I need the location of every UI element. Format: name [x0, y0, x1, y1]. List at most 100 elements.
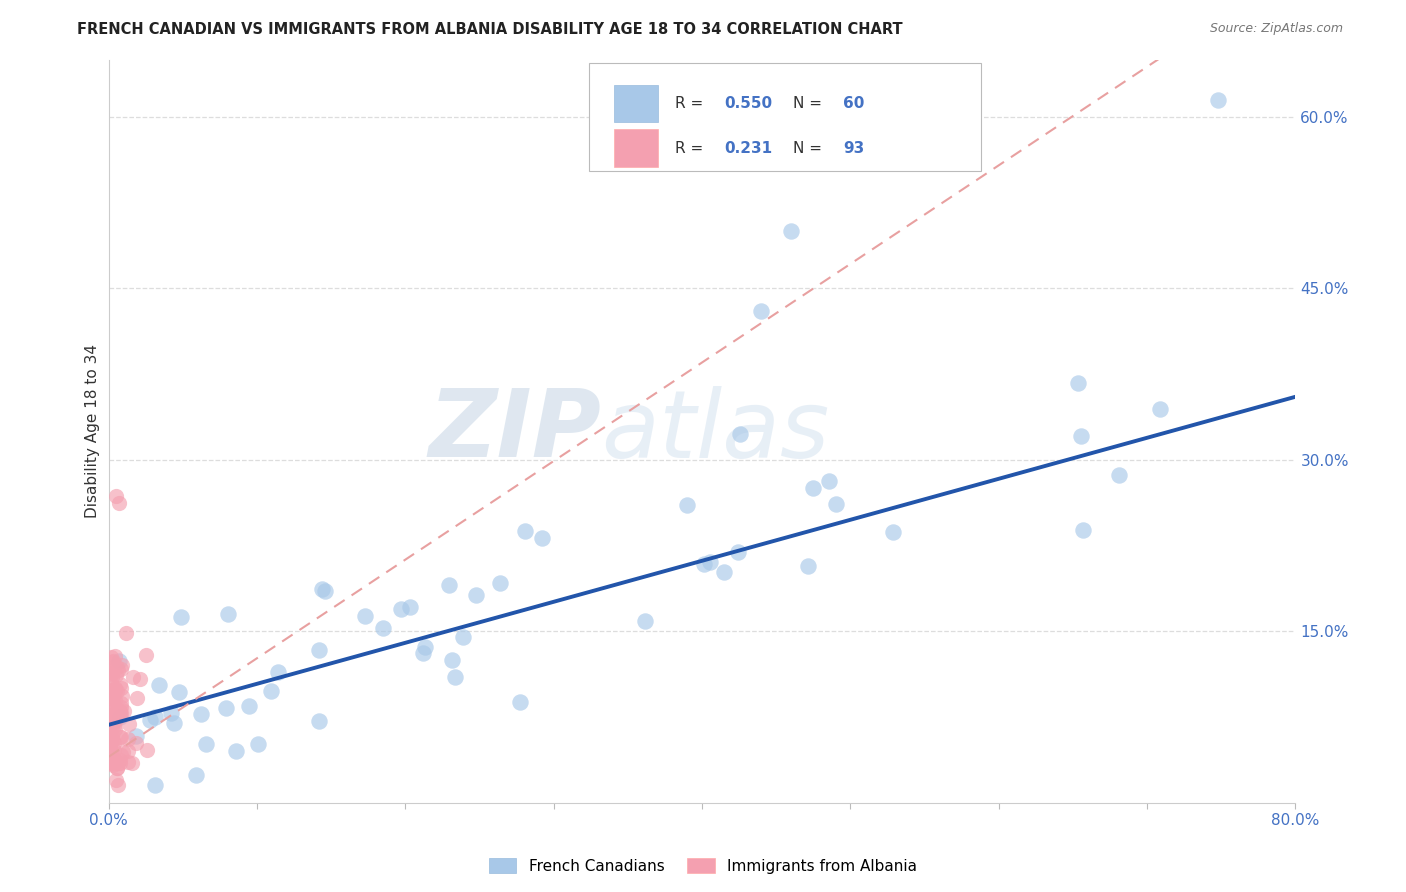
Point: [103, 757, 125, 772]
Point: [110, 730, 132, 744]
Point: [111, 689, 134, 703]
Point: [215, 700, 238, 714]
Point: [110, 730, 132, 744]
Point: [101, 752, 124, 766]
Point: [105, 489, 128, 503]
Point: [135, 648, 157, 663]
Point: [148, 678, 170, 692]
Point: [104, 681, 127, 696]
Point: [127, 690, 149, 705]
Point: [195, 737, 218, 751]
Point: [101, 695, 124, 709]
Point: [103, 742, 125, 756]
Point: [101, 666, 124, 681]
Point: [314, 584, 336, 599]
Point: [104, 702, 127, 716]
Point: [247, 737, 270, 751]
Point: [104, 708, 127, 723]
Point: [217, 607, 239, 622]
Point: [117, 755, 139, 769]
Point: [105, 772, 128, 787]
Point: [101, 695, 124, 709]
Point: [311, 582, 333, 596]
Text: 93: 93: [844, 141, 865, 155]
Point: [1070, 429, 1092, 443]
Point: [267, 665, 290, 680]
Point: [117, 732, 139, 747]
Point: [125, 736, 148, 750]
Text: Source: ZipAtlas.com: Source: ZipAtlas.com: [1209, 22, 1343, 36]
Point: [225, 744, 247, 758]
Point: [112, 704, 135, 718]
FancyBboxPatch shape: [614, 85, 658, 122]
Point: [104, 681, 127, 695]
Point: [136, 743, 159, 757]
Point: [103, 736, 125, 750]
Point: [98, 755, 121, 769]
Text: 0.550: 0.550: [724, 96, 773, 111]
Point: [117, 744, 139, 758]
Point: [98, 726, 121, 740]
Point: [260, 684, 283, 698]
Point: [713, 566, 735, 580]
Point: [440, 653, 463, 667]
Legend: French Canadians, Immigrants from Albania: French Canadians, Immigrants from Albani…: [482, 852, 924, 880]
Point: [100, 708, 122, 723]
Point: [105, 703, 128, 717]
Point: [108, 756, 131, 771]
Point: [110, 699, 132, 714]
Point: [371, 621, 394, 635]
Point: [110, 706, 132, 721]
Text: atlas: atlas: [602, 385, 830, 476]
Point: [100, 746, 122, 760]
Point: [170, 610, 193, 624]
Point: [451, 630, 474, 644]
Point: [727, 544, 749, 558]
Point: [444, 670, 467, 684]
Point: [780, 224, 803, 238]
Y-axis label: Disability Age 18 to 34: Disability Age 18 to 34: [86, 344, 100, 518]
Point: [125, 729, 148, 743]
Point: [107, 778, 129, 792]
Point: [129, 672, 152, 686]
Point: [110, 753, 132, 767]
Point: [101, 655, 124, 669]
Point: [108, 709, 131, 723]
FancyBboxPatch shape: [614, 129, 658, 167]
Point: [98, 754, 121, 768]
Point: [103, 691, 125, 706]
Point: [184, 767, 207, 781]
Point: [308, 714, 330, 728]
Point: [1108, 467, 1130, 482]
Point: [107, 663, 129, 677]
Point: [100, 727, 122, 741]
Point: [104, 722, 127, 736]
Point: [98, 710, 121, 724]
Point: [121, 756, 143, 770]
Point: [145, 710, 167, 724]
Point: [100, 690, 122, 705]
Point: [108, 496, 131, 510]
Point: [308, 642, 330, 657]
Point: [98, 741, 121, 756]
Point: [98, 731, 121, 745]
Text: N =: N =: [793, 96, 827, 111]
Point: [1149, 402, 1171, 417]
Point: [98, 733, 121, 747]
Point: [101, 719, 124, 733]
Point: [101, 670, 124, 684]
Point: [111, 657, 134, 672]
Point: [100, 708, 122, 723]
Point: [104, 693, 127, 707]
Point: [105, 660, 128, 674]
Point: [143, 778, 166, 792]
Point: [825, 498, 848, 512]
Point: [108, 706, 131, 721]
Point: [100, 756, 122, 771]
Point: [399, 599, 422, 614]
Point: [1067, 376, 1090, 391]
Point: [101, 733, 124, 747]
Text: 60: 60: [844, 96, 865, 111]
Point: [159, 706, 181, 720]
Point: [100, 710, 122, 724]
